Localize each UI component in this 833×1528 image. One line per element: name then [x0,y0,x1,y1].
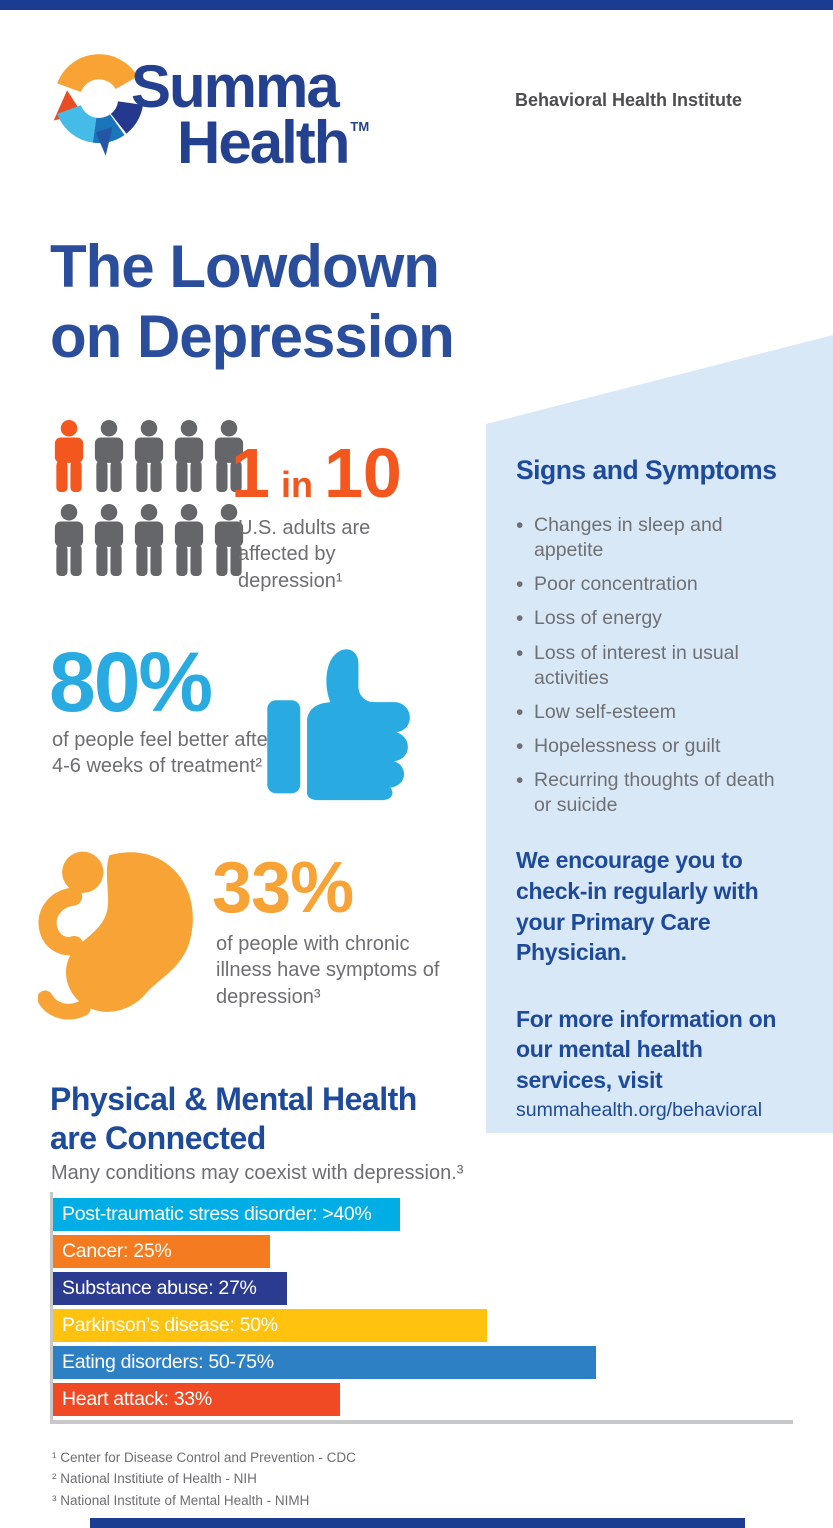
chart-x-axis [50,1420,793,1424]
footnotes: ¹ Center for Disease Control and Prevent… [52,1447,356,1511]
one-in-ten-caption: U.S. adults are affected by depression¹ [238,517,371,592]
summa-health-logo-icon [53,54,144,156]
person-icon [214,420,244,493]
person-icon [174,420,204,493]
chart-bar: Cancer: 25% [53,1235,271,1268]
chart-bar-label: Post-traumatic stress disorder: >40% [62,1203,372,1225]
symptom-item: Low self-esteem [516,699,796,726]
website-url: summahealth.org/behavioral [516,1099,763,1122]
person-icon [174,504,204,577]
bar-chart-bars: Post-traumatic stress disorder: >40% Canc… [53,1198,791,1420]
chart-bar-label: Heart attack: 33% [62,1388,212,1410]
signs-symptoms-heading: Signs and Symptoms [516,455,777,485]
person-icon [134,504,164,577]
signs-symptoms-content: Signs and Symptoms Changes in sleep and … [486,335,833,1122]
symptom-item: Loss of energy [516,605,796,632]
person-icon [54,504,84,577]
footnote: ¹ Center for Disease Control and Prevent… [52,1450,356,1465]
one-in-ten-right: 10 [323,434,402,512]
symptom-item: Loss of interest in usual activities [516,640,796,691]
symptom-item: Changes in sleep and appetite [516,512,796,563]
chart-bar: Heart attack: 33% [53,1383,340,1416]
more-info-text: For more information on our mental healt… [516,1005,777,1093]
symptoms-list: Changes in sleep and appetite Poor concen… [516,512,796,818]
person-icon [94,504,124,577]
thirty-three-percent-number: 33% [212,848,354,928]
top-accent-bar [0,0,833,10]
logo-text-health: Health TM [177,113,370,173]
person-icon [214,504,244,577]
symptom-item: Recurring thoughts of death or suicide [516,767,796,818]
one-in-ten-connector: in [280,464,313,505]
chart-y-axis [50,1192,53,1422]
thumbs-up-icon [267,649,410,801]
page-title-line2: on Depression [50,302,455,370]
footnote: ² National Institiute of Health - NIH [52,1471,257,1487]
symptom-item: Poor concentration [516,571,796,598]
conditions-bar-chart: Post-traumatic stress disorder: >40% Canc… [50,1192,793,1428]
thirty-three-percent-caption: of people with chronic illness have symp… [216,933,440,1008]
person-icon [134,420,164,493]
one-in-ten-pictogram [52,420,246,578]
connected-heading: Physical & Mental Health are Connected [50,1080,417,1158]
logo-text-health-word: Health [177,109,350,176]
footnote: ³ National Institute of Mental Health - … [52,1492,310,1508]
chart-bar: Post-traumatic stress disorder: >40% [53,1198,401,1231]
institute-label: Behavioral Health Institute [515,90,743,110]
chart-bar: Eating disorders: 50-75% [53,1346,596,1379]
depressed-person-icon [38,851,193,1020]
chart-bar: Parkinson’s disease: 50% [53,1309,488,1342]
logo-trademark: TM [350,119,370,134]
bottom-accent-bar [90,1518,745,1528]
person-icon [94,420,124,493]
page-title-line1: The Lowdown [50,233,440,300]
signs-symptoms-panel: Signs and Symptoms Changes in sleep and … [486,335,833,1133]
chart-bar-label: Cancer: 25% [62,1240,172,1262]
logo-text-summa: Summa [131,53,340,120]
connected-subheading: Many conditions may coexist with depress… [51,1162,464,1184]
eighty-percent-number: 80% [49,635,213,729]
one-in-ten-number: 1 in 10 [231,438,402,508]
chart-bar-label: Eating disorders: 50-75% [62,1351,274,1373]
one-in-ten-left: 1 [231,434,270,512]
chart-bar: Substance abuse: 27% [53,1272,288,1305]
eighty-percent-caption: of people feel better after 4-6 weeks of… [52,729,275,778]
symptom-item: Hopelessness or guilt [516,733,796,760]
chart-bar-label: Substance abuse: 27% [62,1277,257,1299]
connected-heading-line2: are Connected [50,1120,266,1157]
person-icon [54,420,84,493]
chart-bar-label: Parkinson’s disease: 50% [62,1314,278,1336]
encouragement-text: We encourage you to check-in regularly w… [516,847,759,966]
connected-heading-line1: Physical & Mental Health [50,1081,417,1117]
page-title: The Lowdown on Depression [50,232,455,371]
